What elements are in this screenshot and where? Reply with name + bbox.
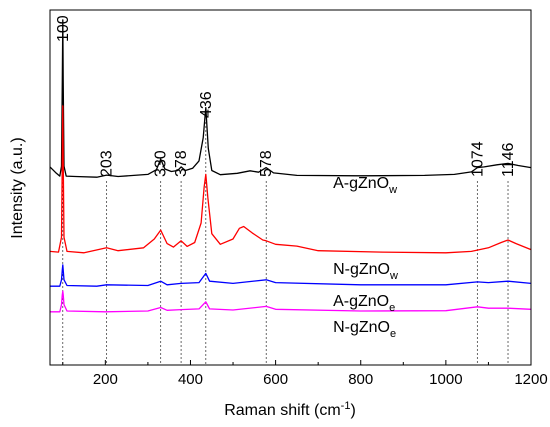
x-axis-ticks: 200 400 600 800 1000 1200 [62, 360, 548, 388]
series-line [50, 290, 532, 313]
series-line [49, 105, 532, 254]
peak-label: 436 [198, 91, 215, 118]
series-label: N-gZnOw [333, 261, 398, 282]
series-line [50, 264, 532, 287]
x-tick-label: 600 [263, 371, 288, 388]
x-tick-label: 1200 [514, 371, 547, 388]
series-label: N-gZnOe [333, 319, 396, 340]
x-axis-title-main: Raman shift (cm [224, 402, 340, 419]
x-axis-title-sup: -1 [341, 400, 351, 412]
x-axis-title-end: ) [350, 402, 355, 419]
peak-label: 203 [99, 150, 116, 177]
peak-label: 378 [173, 150, 190, 177]
peak-label: 578 [258, 150, 275, 177]
peak-label: 1074 [469, 141, 486, 177]
series-line [49, 19, 532, 178]
series-labels: A-gZnOw N-gZnOw A-gZnOe N-gZnOe [333, 175, 398, 340]
x-tick-label: 800 [348, 371, 373, 388]
x-axis-title: Raman shift (cm-1) [224, 400, 356, 419]
peak-label: 100 [55, 15, 72, 42]
series-lines [49, 19, 532, 313]
plot-frame [49, 9, 532, 366]
peak-marker-lines [62, 46, 509, 365]
x-tick-label: 200 [93, 371, 118, 388]
x-tick-label: 400 [178, 371, 203, 388]
y-axis-title: Intensity (a.u.) [9, 137, 26, 238]
peak-labels: 100 203 330 378 436 578 1074 1146 [55, 15, 517, 177]
series-label: A-gZnOw [333, 175, 397, 196]
peak-label: 330 [153, 150, 170, 177]
series-label: A-gZnOe [333, 293, 395, 314]
peak-label: 1146 [500, 142, 517, 177]
x-tick-label: 1000 [429, 371, 462, 388]
